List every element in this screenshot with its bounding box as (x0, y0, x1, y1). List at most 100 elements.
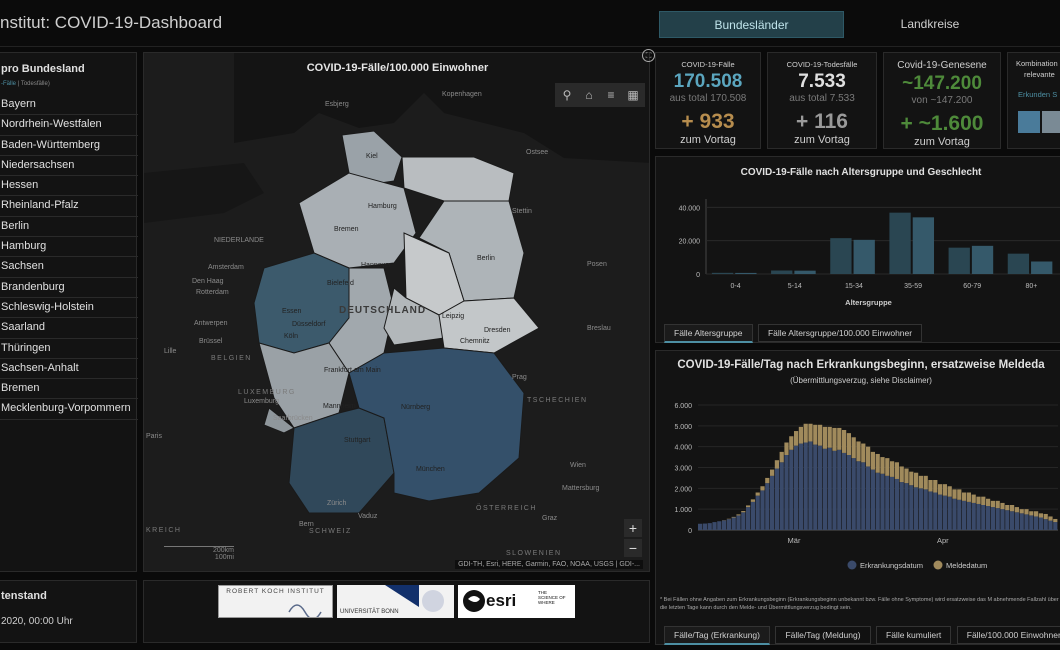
map-label-den-haag: Den Haag (192, 278, 224, 285)
subtitle-deaths-link[interactable]: Todesfälle) (20, 81, 50, 87)
map-canvas[interactable] (144, 53, 650, 572)
tab-faelle-100k[interactable]: Fälle/100.000 Einwohner (956, 626, 1060, 644)
explore-link[interactable]: Erkunden S (1018, 90, 1058, 99)
daily-bar-meldung (736, 514, 741, 516)
tab-bundeslaender[interactable]: Bundesländer (659, 11, 844, 38)
map-label-kopenhagen: Kopenhagen (442, 91, 482, 98)
daily-bar-meldung (837, 427, 842, 450)
daily-chart-footnote: * Bei Fällen ohne Angaben zum Erkrankung… (660, 597, 1059, 611)
uni-bonn-logo[interactable]: UNIVERSITÄT BONN (337, 585, 454, 618)
map-panel[interactable]: COVID-19-Fälle/100.000 Einwohner ⚲ ⌂ ≡ ▦… (143, 52, 650, 572)
state-item-bw[interactable]: Baden-Württemberg (0, 136, 138, 156)
fullscreen-icon[interactable]: ⛶ (642, 49, 655, 62)
legend-list-icon[interactable]: ≡ (607, 88, 615, 102)
explore-map-icon[interactable] (1018, 111, 1040, 133)
daily-bar-erkrankung (784, 455, 789, 530)
tab-faelle-kumuliert[interactable]: Fälle kumuliert (876, 626, 952, 644)
daily-bar-meldung (808, 423, 813, 442)
state-item-sh[interactable]: Schleswig-Holstein (0, 298, 138, 319)
daily-bar-meldung (952, 489, 957, 499)
zoom-in-button[interactable]: + (624, 519, 642, 537)
state-item-hamburg[interactable]: Hamburg (0, 237, 138, 258)
zoom-out-button[interactable]: − (624, 539, 642, 557)
map-label-zuerich: Zürich (327, 500, 347, 507)
daily-bar-meldung (990, 500, 995, 508)
tab-faelle-altersgruppe-100k[interactable]: Fälle Altersgruppe/100.000 Einwohner (757, 324, 923, 342)
state-item-thueringen[interactable]: Thüringen (0, 339, 138, 359)
state-item-brandenburg[interactable]: Brandenburg (0, 278, 138, 298)
home-icon[interactable]: ⌂ (585, 88, 593, 102)
region-rlp[interactable] (258, 342, 350, 429)
daily-bar-erkrankung (981, 505, 986, 530)
daily-bar-meldung (899, 466, 904, 483)
map-attribution[interactable]: GDI-TH, Esri, HERE, Garmin, FAO, NOAA, U… (455, 560, 643, 569)
state-item-nrw[interactable]: Nordrhein-Westfalen (0, 115, 138, 136)
sea-area-north (144, 163, 264, 223)
map-label-dresden: Dresden (484, 327, 511, 334)
daily-bar-meldung (1034, 511, 1039, 517)
state-item-saarland[interactable]: Saarland (0, 318, 138, 339)
daily-y-tick: 5.000 (674, 424, 692, 431)
daily-bar-erkrankung (842, 452, 847, 530)
age-chart[interactable]: 0 20.000 40.000 0-4 5-14 15-34 35-59 60-79 80+ Al… (656, 187, 1060, 317)
daily-bar-erkrankung (722, 520, 727, 530)
state-item-bremen[interactable]: Bremen (0, 379, 138, 400)
state-item-sachsen[interactable]: Sachsen (0, 257, 138, 278)
age-y-tick: 40.000 (679, 205, 701, 212)
daily-bar-meldung (760, 486, 765, 491)
state-item-mv[interactable]: Mecklenburg-Vorpommern (0, 399, 138, 420)
map-label-deutschland: DEUTSCHLAND (339, 305, 427, 316)
daily-bar-meldung (755, 492, 760, 496)
daily-bar-erkrankung (947, 496, 952, 530)
state-item-hessen[interactable]: Hessen (0, 176, 138, 197)
daily-bar-erkrankung (971, 502, 976, 530)
esri-logo[interactable]: esri THE SCIENCE OF WHERE (458, 585, 575, 618)
daily-bar-meldung (1005, 505, 1010, 511)
map-label-mannheim: Mannheim (323, 403, 356, 410)
rki-logo[interactable]: ROBERT KOCH INSTITUT (218, 585, 333, 618)
daily-bar-erkrankung (770, 475, 775, 530)
region-bayern[interactable] (348, 347, 525, 502)
tab-landkreise[interactable]: Landkreise (900, 17, 960, 31)
state-item-berlin[interactable]: Berlin (0, 217, 138, 238)
daily-bar-meldung (947, 486, 952, 497)
daily-chart-title: COVID-19-Fälle/Tag nach Erkrankungsbegin… (677, 359, 1045, 371)
daily-bar-meldung (779, 451, 784, 463)
kpi-cases: COVID-19-Fälle 170.508 aus total 170.508… (655, 52, 761, 149)
daily-y-tick: 6.000 (674, 403, 692, 410)
kpi-deaths-delta: + 116 (796, 110, 848, 133)
map-label-niederlande: NIEDERLANDE (214, 237, 264, 244)
map-label-ostsee: Ostsee (526, 149, 549, 156)
age-x-tick: 60-79 (963, 283, 981, 290)
state-item-bayern[interactable]: Bayern (0, 95, 138, 116)
region-saarland[interactable] (263, 407, 295, 434)
tab-faelle-altersgruppe[interactable]: Fälle Altersgruppe (664, 324, 753, 343)
state-item-rlp[interactable]: Rheinland-Pfalz (0, 196, 138, 217)
age-bar (853, 239, 875, 274)
daily-bar-erkrankung (1014, 512, 1019, 530)
age-bar (1007, 253, 1030, 274)
daily-chart[interactable]: 0 1.000 2.000 3.000 4.000 5.000 6.000 Mär Apr Erk… (656, 391, 1060, 596)
daily-bar-meldung (765, 477, 770, 484)
map-label-oesterreich: ÖSTERREICH (476, 505, 537, 512)
daily-bar-erkrankung (1005, 510, 1010, 530)
explore-location-icon[interactable] (1042, 111, 1060, 133)
daily-bar-erkrankung (909, 485, 914, 530)
daily-bar-erkrankung (1038, 517, 1043, 530)
zoom-control: + − (624, 519, 642, 559)
tab-faelle-tag-meldung[interactable]: Fälle/Tag (Meldung) (775, 626, 871, 644)
state-item-niedersachsen[interactable]: Niedersachsen (0, 156, 138, 177)
daily-bar-meldung (1024, 509, 1029, 515)
search-icon[interactable]: ⚲ (562, 88, 572, 102)
tab-faelle-tag-erkrankung[interactable]: Fälle/Tag (Erkrankung) (664, 626, 770, 645)
kpi-recovered-delta: + ~1.600 (900, 112, 984, 135)
state-item-sachsen-anhalt[interactable]: Sachsen-Anhalt (0, 359, 138, 380)
daily-bar-meldung (784, 442, 789, 455)
daily-bar-meldung (827, 426, 832, 448)
subtitle-cases-link[interactable]: -Fälle (1, 81, 17, 87)
basemap-gallery-icon[interactable]: ▦ (627, 88, 639, 102)
daily-bar-erkrankung (861, 462, 866, 530)
kpi-recovered-value: ~147.200 (902, 73, 982, 94)
map-scalebar: 200km 100mi (164, 546, 234, 561)
daily-bar-meldung (856, 441, 861, 462)
